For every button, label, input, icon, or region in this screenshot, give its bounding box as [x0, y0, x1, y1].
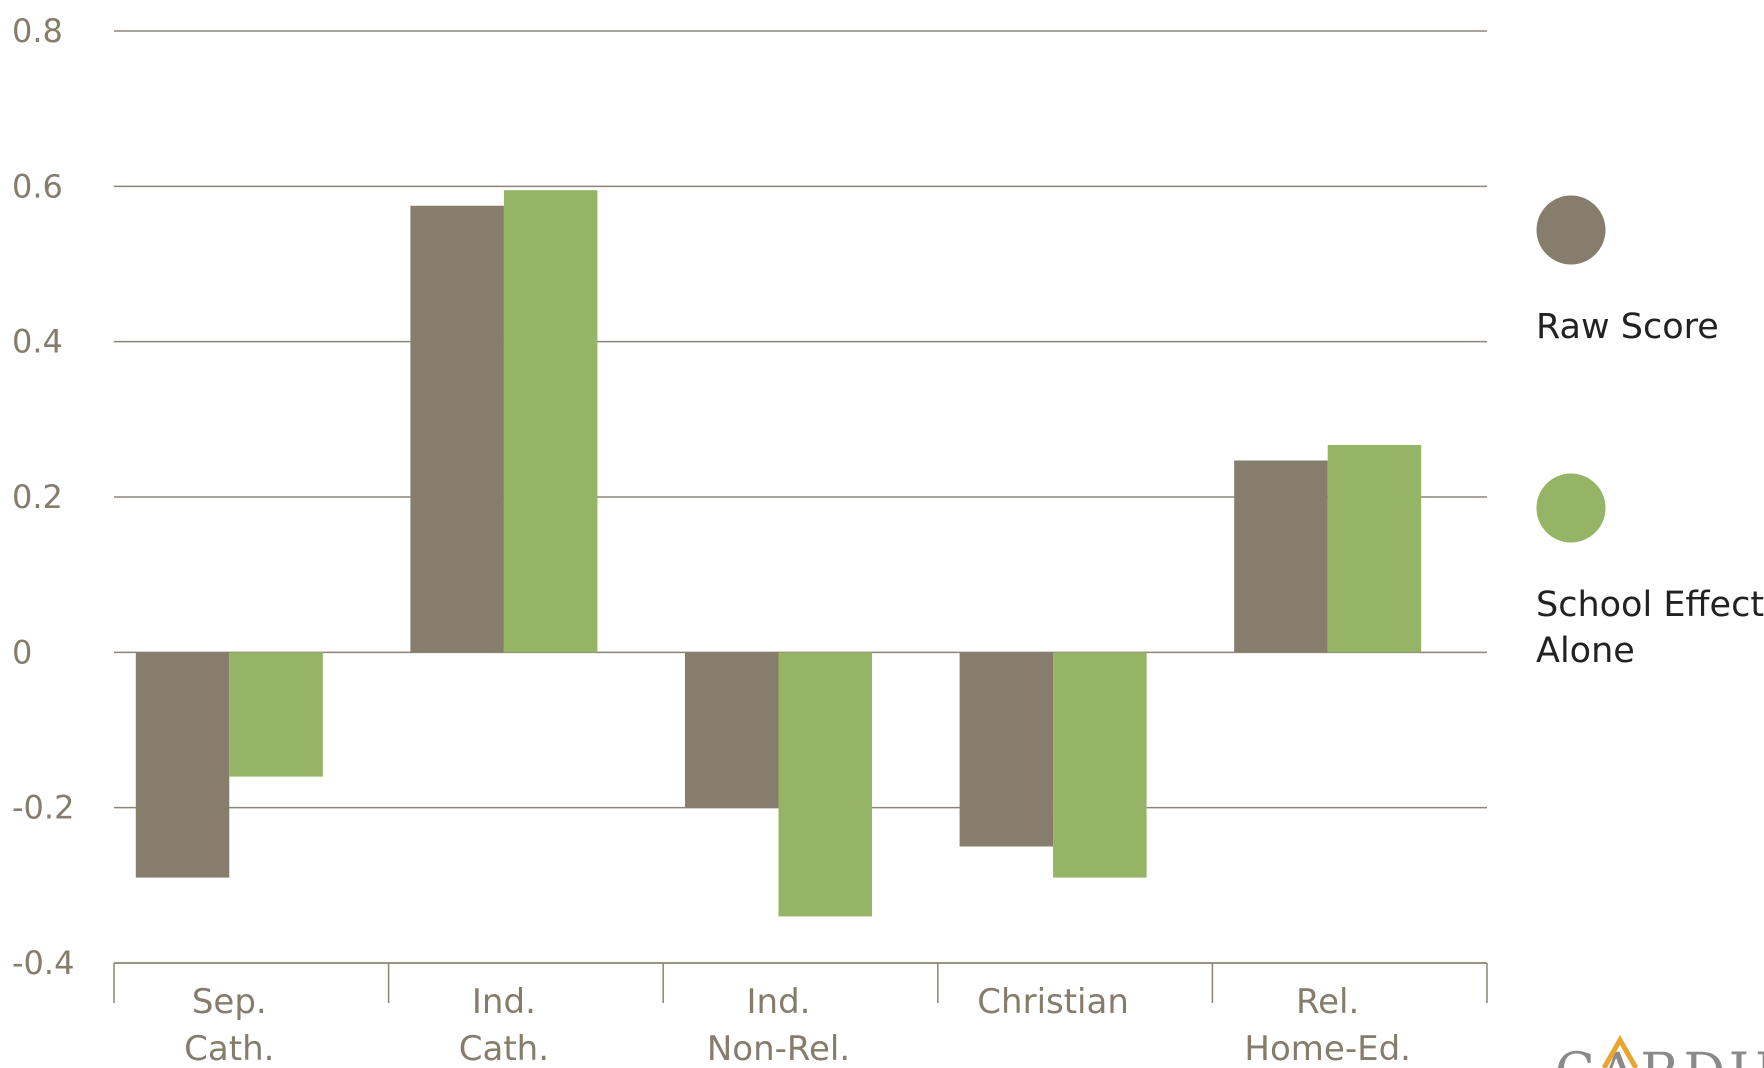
y-tick-label: -0.2 [12, 789, 74, 827]
legend: Raw Score School Effect Alone [1536, 195, 1764, 671]
x-tick-label: Home-Ed. [1244, 1029, 1411, 1068]
bar-raw-score [135, 652, 230, 878]
bar-school-effect [778, 652, 872, 917]
x-tick-label: Cath. [184, 1029, 274, 1068]
logo-accent-icon [1601, 1034, 1639, 1068]
legend-swatch-raw-score [1536, 195, 1606, 265]
y-axis-ticks: 0.8 0.6 0.4 0.2 0 -0.2 -0.4 [12, 12, 74, 982]
x-tick-label: Rel. [1296, 982, 1359, 1022]
bar-school-effect [229, 652, 323, 777]
y-tick-label: 0.8 [12, 12, 63, 50]
y-tick-label: -0.4 [12, 944, 74, 982]
legend-swatch-school-effect [1536, 473, 1606, 543]
bars [135, 190, 1422, 917]
bar-school-effect [1053, 652, 1147, 878]
x-tick-label: Cath. [459, 1029, 549, 1068]
x-tick-label: Ind. [747, 982, 811, 1022]
legend-label: Alone [1536, 631, 1635, 671]
bar-raw-score [685, 652, 779, 808]
y-tick-label: 0 [12, 633, 32, 671]
y-tick-label: 0.4 [12, 323, 63, 361]
x-axis: Sep. Cath. Ind. Cath. Ind. Non-Rel. Christian R… [113, 962, 1488, 1068]
x-tick-label: Christian [977, 982, 1129, 1022]
bar-raw-score [959, 652, 1054, 847]
y-tick-label: 0.2 [12, 478, 63, 516]
bar-raw-score [410, 205, 504, 653]
bar-raw-score [1234, 460, 1328, 653]
cardus-logo: CARDUS [1555, 1034, 1764, 1068]
x-tick-label: Ind. [472, 982, 536, 1022]
x-tick-label: Sep. [192, 982, 267, 1022]
logo-text: CARDUS [1555, 1043, 1764, 1068]
legend-label: School Effect [1536, 585, 1764, 625]
bar-school-effect [1327, 444, 1422, 653]
bar-school-effect [503, 190, 598, 653]
y-tick-label: 0.6 [12, 167, 63, 205]
x-tick-label: Non-Rel. [707, 1029, 850, 1068]
legend-label: Raw Score [1536, 307, 1719, 347]
